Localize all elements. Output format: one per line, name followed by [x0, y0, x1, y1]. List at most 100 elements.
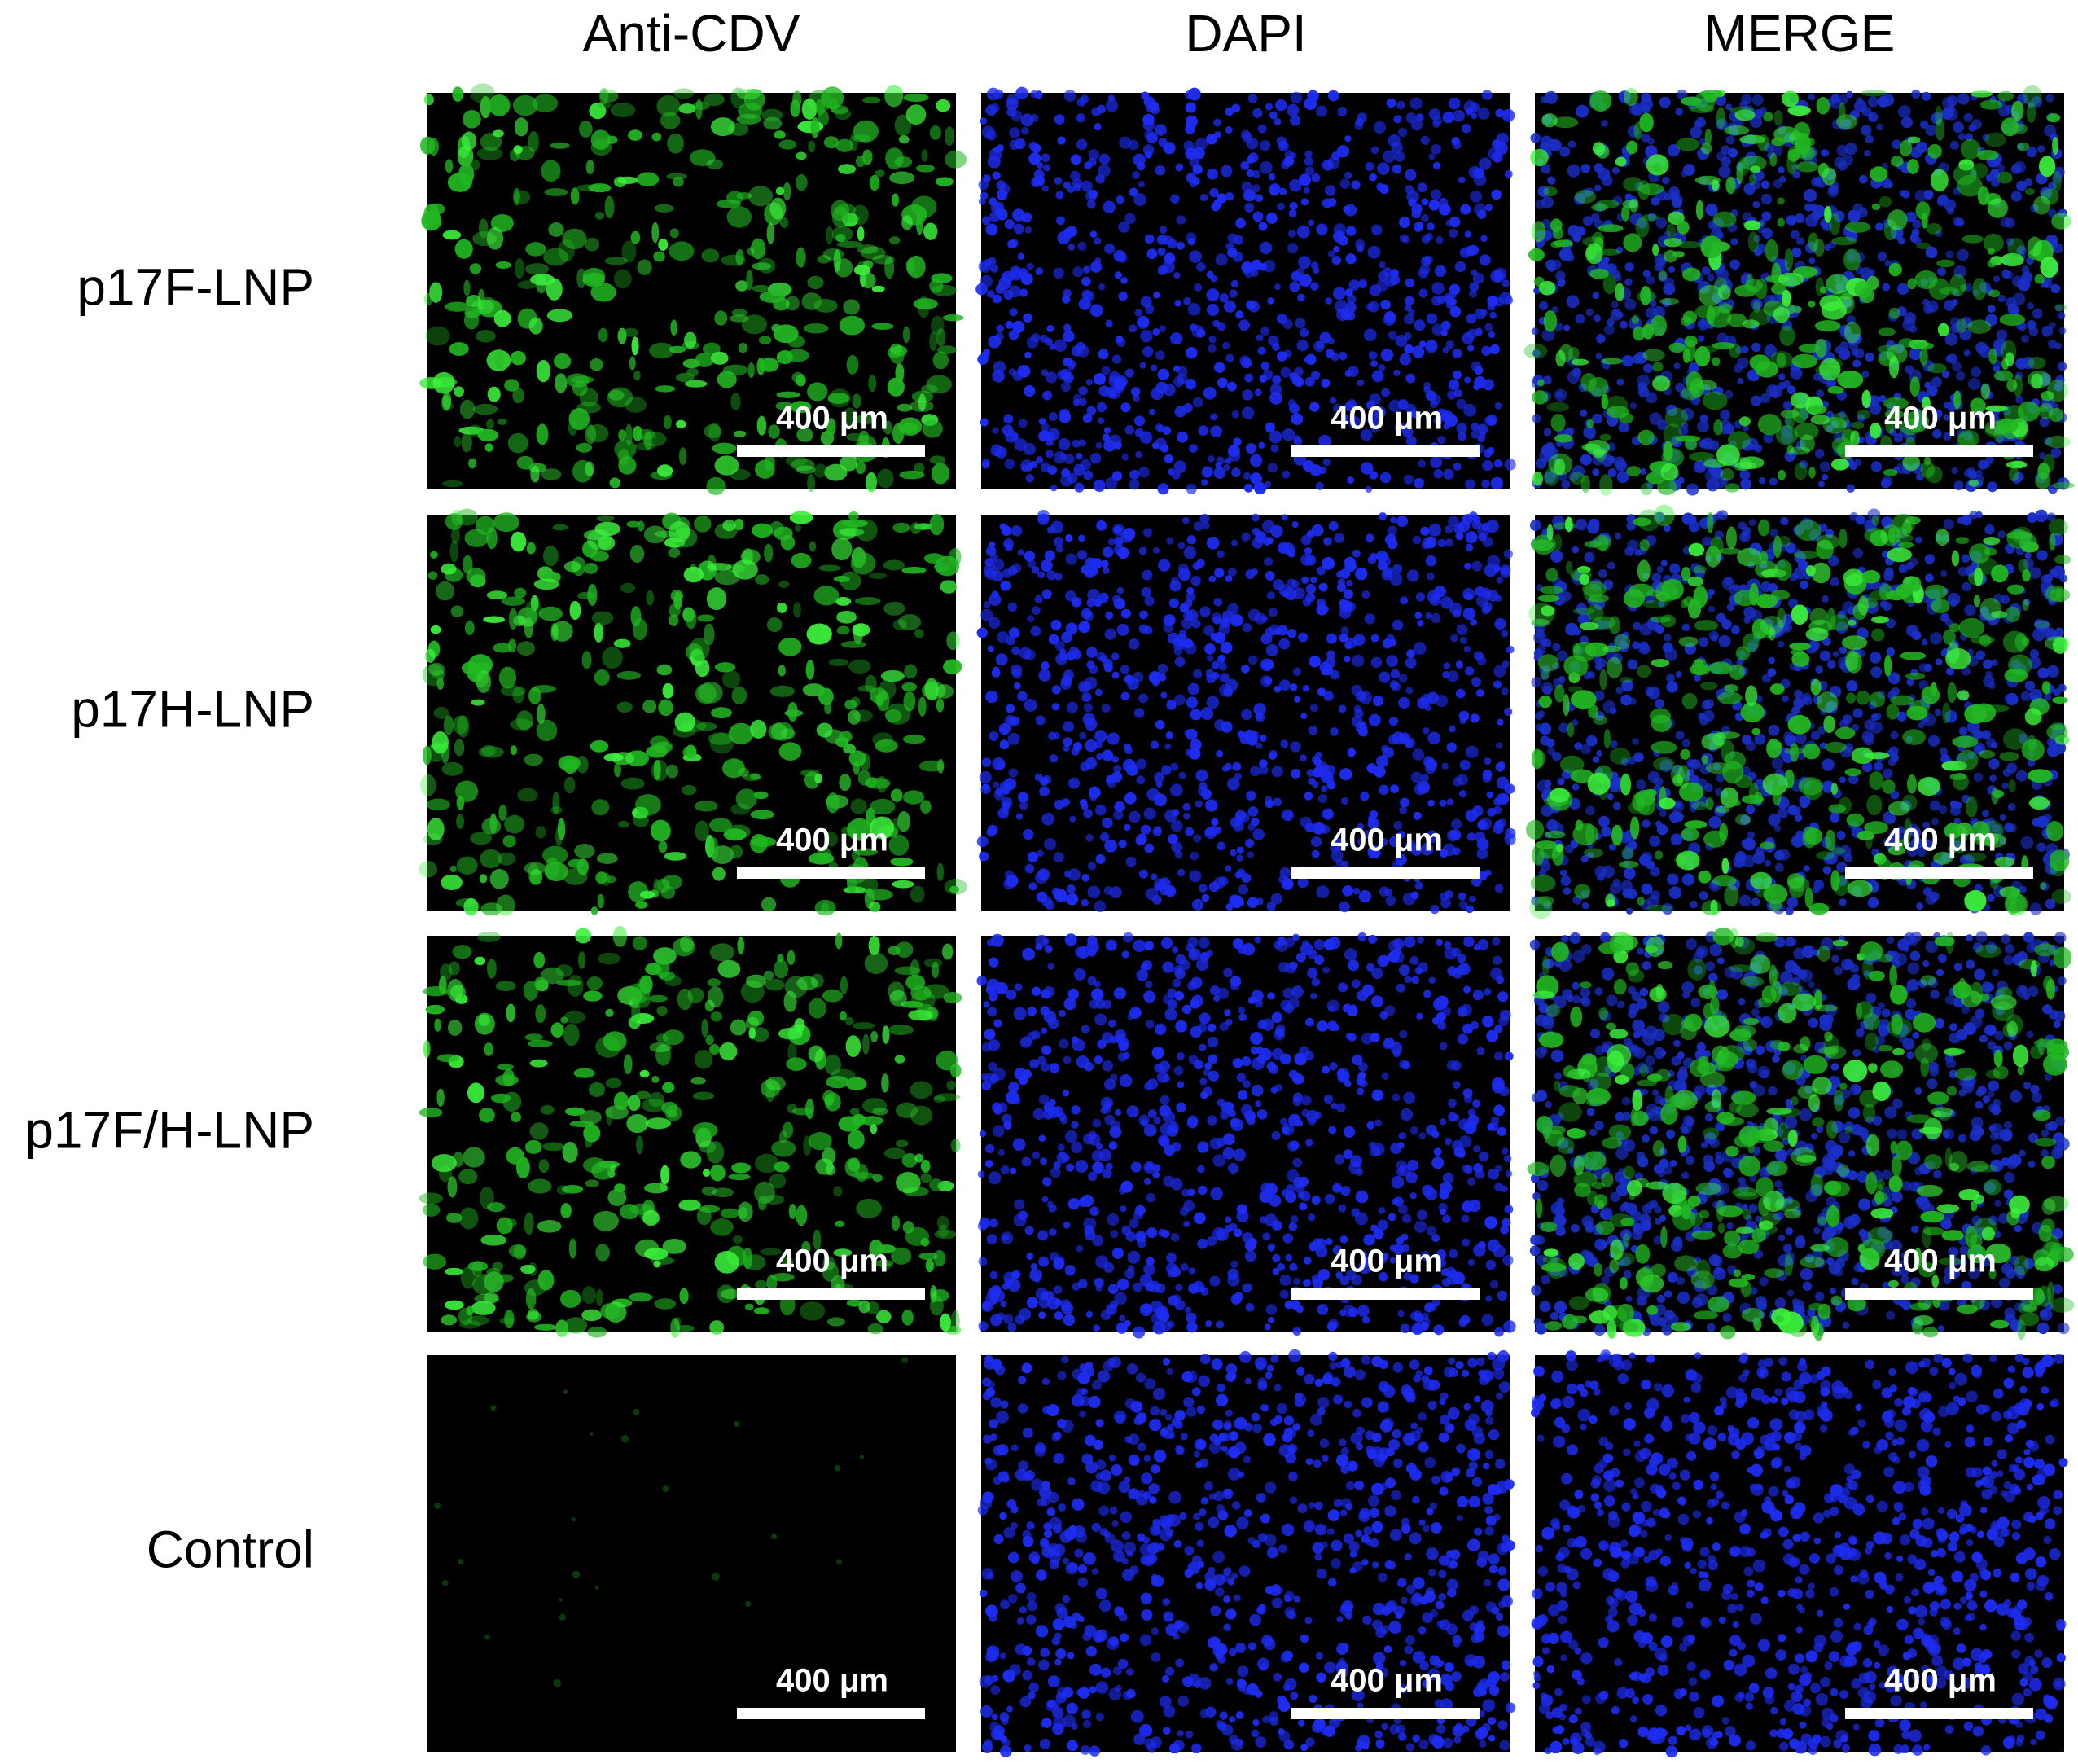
infected-cell	[1871, 628, 1885, 642]
infected-cell	[1857, 410, 1871, 419]
nucleus	[1066, 701, 1078, 713]
infected-cell	[562, 228, 587, 250]
infected-cell	[936, 698, 945, 713]
nucleus	[1424, 340, 1438, 353]
infected-cell	[883, 601, 905, 616]
infected-cell	[2017, 142, 2030, 151]
infected-cell	[620, 582, 636, 594]
nucleus	[1484, 869, 1492, 876]
nucleus	[1620, 880, 1633, 893]
nucleus	[1890, 731, 1899, 739]
infected-cell	[676, 419, 686, 428]
infected-cell	[427, 571, 438, 580]
infected-cell	[1959, 283, 1967, 292]
infected-cell	[891, 193, 900, 207]
nucleus	[1899, 190, 1907, 197]
nucleus	[1186, 347, 1198, 359]
infected-cell	[656, 95, 681, 117]
nucleus	[1116, 338, 1126, 348]
nucleus	[1925, 124, 1937, 137]
infected-cell	[1996, 418, 2019, 434]
nucleus	[1099, 654, 1108, 663]
nucleus	[1221, 721, 1233, 733]
nucleus	[1076, 452, 1083, 460]
nucleus	[1498, 761, 1506, 768]
nucleus	[1550, 550, 1563, 563]
nucleus	[1985, 314, 1998, 327]
infected-cell	[901, 215, 913, 230]
infected-cell	[922, 419, 943, 438]
infected-cell	[613, 638, 631, 648]
infected-cell	[836, 625, 850, 635]
nucleus	[1790, 230, 1800, 239]
nucleus	[1251, 817, 1260, 827]
nucleus	[1786, 385, 1796, 395]
infected-cell	[478, 746, 504, 758]
nucleus	[995, 653, 1008, 666]
nucleus	[1937, 267, 1946, 276]
nucleus	[1198, 425, 1209, 437]
nucleus	[1081, 276, 1091, 287]
infected-cell	[663, 415, 672, 430]
nucleus	[1766, 384, 1779, 397]
nucleus	[1071, 747, 1080, 757]
nucleus	[1009, 308, 1018, 317]
infected-cell	[524, 617, 534, 638]
infected-cell	[507, 432, 528, 454]
infected-cell	[570, 187, 580, 205]
nucleus	[1174, 656, 1186, 667]
nucleus	[1339, 599, 1348, 608]
nucleus	[2006, 296, 2017, 309]
nucleus	[1404, 304, 1412, 312]
nucleus	[1987, 893, 1995, 902]
infected-cell	[419, 861, 437, 878]
nucleus	[1310, 836, 1322, 848]
infected-cell	[1784, 248, 1794, 271]
nucleus	[2058, 327, 2067, 335]
nucleus	[1421, 541, 1430, 550]
infected-cell	[590, 551, 609, 562]
nucleus	[1201, 893, 1210, 902]
nucleus	[1500, 567, 1511, 578]
infected-cell	[625, 397, 647, 413]
nucleus	[1721, 477, 1729, 485]
nucleus	[1366, 533, 1374, 542]
infected-cell	[594, 669, 610, 686]
nucleus	[1897, 105, 1911, 118]
nucleus	[1610, 739, 1618, 748]
infected-cell	[667, 133, 684, 154]
nucleus	[1300, 553, 1313, 566]
nucleus	[1101, 366, 1111, 375]
nucleus	[1048, 634, 1059, 645]
nucleus	[1217, 550, 1225, 559]
nucleus	[1446, 798, 1454, 806]
infected-cell	[761, 108, 783, 121]
infected-cell	[790, 401, 812, 414]
nucleus	[1348, 415, 1361, 429]
nucleus	[1484, 564, 1497, 577]
nucleus	[1923, 190, 1934, 200]
infected-cell	[778, 742, 802, 761]
nucleus	[1467, 344, 1475, 352]
nucleus	[1248, 152, 1259, 163]
nucleus	[1996, 329, 2008, 341]
nucleus	[1208, 344, 1217, 353]
nucleus	[1206, 655, 1214, 662]
nucleus	[1183, 297, 1191, 305]
infected-cell	[536, 704, 546, 724]
nucleus	[1774, 862, 1784, 872]
nucleus	[1164, 809, 1177, 823]
nucleus	[1345, 226, 1357, 236]
nucleus	[1260, 675, 1273, 687]
infected-cell	[1843, 568, 1865, 586]
infected-cell	[756, 415, 767, 436]
infected-cell	[817, 255, 831, 264]
nucleus	[1602, 700, 1616, 713]
nucleus	[1808, 93, 1816, 101]
nucleus	[1549, 138, 1562, 152]
nucleus	[1050, 619, 1062, 630]
nucleus	[1192, 397, 1203, 408]
nucleus	[1758, 476, 1766, 485]
infected-cell	[776, 602, 787, 613]
infected-cell	[1626, 466, 1642, 477]
